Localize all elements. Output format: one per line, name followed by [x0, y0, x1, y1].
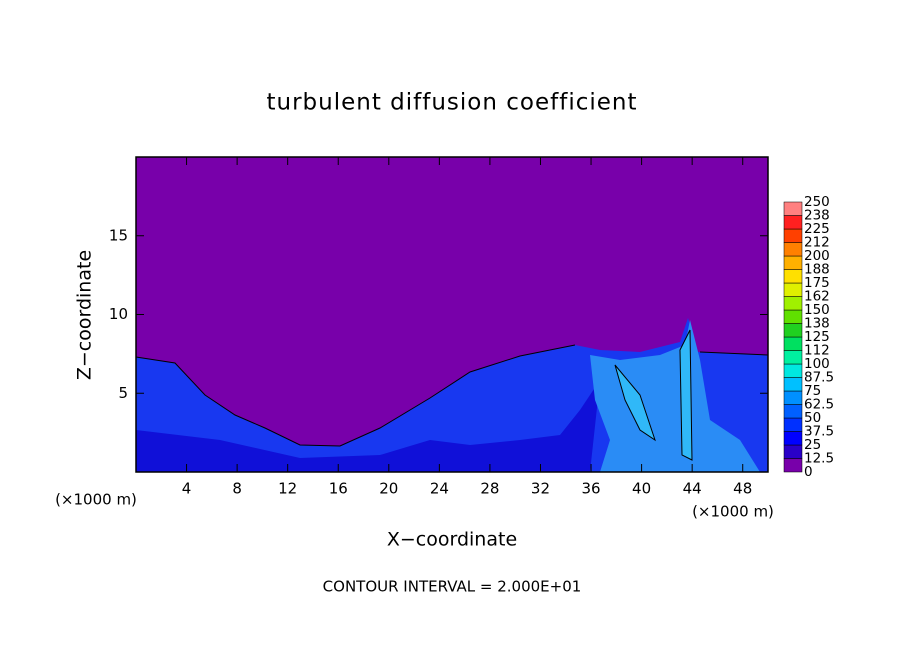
- x-tick-label: 24: [430, 480, 449, 498]
- colorbar-label: 150: [804, 302, 830, 318]
- colorbar-segment: [783, 228, 803, 243]
- colorbar-segment: [783, 282, 803, 297]
- colorbar-label: 125: [804, 329, 830, 345]
- colorbar-segment: [783, 417, 803, 432]
- colorbar-label: 188: [804, 262, 830, 278]
- colorbar-segment: [783, 431, 803, 446]
- y-axis-label: Z−coordinate: [74, 250, 96, 380]
- x-tick-label: 20: [379, 480, 398, 498]
- colorbar-label: 250: [804, 194, 830, 210]
- field-region: [136, 380, 600, 472]
- x-tick-label: 48: [733, 480, 752, 498]
- colorbar-label: 62.5: [804, 397, 834, 413]
- colorbar-label: 112: [804, 343, 830, 359]
- colorbar-label: 25: [804, 437, 821, 453]
- colorbar-segment: [783, 458, 803, 473]
- colorbar-segment: [783, 296, 803, 311]
- x-tick-label: 44: [683, 480, 702, 498]
- colorbar-label: 100: [804, 356, 830, 372]
- colorbar-segment: [783, 444, 803, 459]
- colorbar-segment: [783, 323, 803, 338]
- x-tick-label: 4: [182, 480, 192, 498]
- colorbar-segment: [783, 309, 803, 324]
- colorbar-label: 0: [804, 464, 813, 480]
- colorbar-segment: [783, 377, 803, 392]
- colorbar-segment: [783, 350, 803, 365]
- colorbar-segment: [783, 242, 803, 257]
- chart-title: turbulent diffusion coefficient: [266, 90, 637, 116]
- colorbar-segment: [783, 336, 803, 351]
- contour-line: [135, 344, 769, 447]
- x-tick-label: 36: [581, 480, 600, 498]
- colorbar-label: 75: [804, 383, 821, 399]
- footnote: CONTOUR INTERVAL = 2.000E+01: [323, 578, 582, 596]
- colorbar-segment: [783, 390, 803, 405]
- colorbar-label: 138: [804, 316, 830, 332]
- colorbar-label: 212: [804, 235, 830, 251]
- colorbar-label: 200: [804, 248, 830, 264]
- field: [135, 157, 769, 472]
- x-tick-label: 12: [278, 480, 297, 498]
- colorbar-segment: [783, 201, 803, 216]
- x-tick-label: 32: [531, 480, 550, 498]
- colorbar-label: 50: [804, 410, 821, 426]
- x-unit: (×1000 m): [55, 491, 137, 509]
- y-tick-label: 5: [118, 384, 128, 402]
- y-tick-label: 10: [109, 305, 128, 323]
- x-tick-label: 16: [329, 480, 348, 498]
- x-axis-label: X−coordinate: [387, 529, 517, 551]
- colorbar-label: 12.5: [804, 451, 834, 467]
- y-tick-label: 15: [109, 226, 128, 244]
- colorbar-label: 87.5: [804, 370, 834, 386]
- colorbar-segment: [783, 404, 803, 419]
- colorbar-segment: [783, 255, 803, 270]
- field-region: [614, 329, 693, 461]
- field-region: [590, 320, 760, 472]
- colorbar-segment: [783, 215, 803, 230]
- x-tick-label: 40: [632, 480, 651, 498]
- colorbar-segment: [783, 269, 803, 284]
- colorbar-segment: [783, 363, 803, 378]
- colorbar-label: 175: [804, 275, 830, 291]
- x-tick-label: 28: [480, 480, 499, 498]
- colorbar-label: 162: [804, 289, 830, 305]
- colorbar-label: 238: [804, 208, 830, 224]
- x-unit: (×1000 m): [692, 503, 774, 521]
- colorbar-label: 225: [804, 221, 830, 237]
- x-tick-label: 8: [232, 480, 242, 498]
- colorbar-label: 37.5: [804, 424, 834, 440]
